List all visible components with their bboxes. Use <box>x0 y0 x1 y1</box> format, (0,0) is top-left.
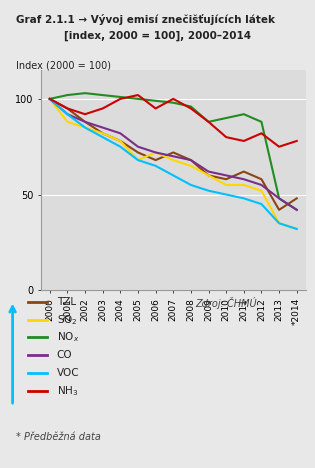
Text: [index, 2000 = 100], 2000–2014: [index, 2000 = 100], 2000–2014 <box>64 30 251 41</box>
Text: TZL: TZL <box>57 297 76 307</box>
Text: NH$_3$: NH$_3$ <box>57 384 78 398</box>
Text: Index (2000 = 100): Index (2000 = 100) <box>16 61 111 71</box>
Text: VOC: VOC <box>57 368 79 378</box>
Text: Zdroj: ČHMÚ: Zdroj: ČHMÚ <box>195 297 257 309</box>
Text: SO$_2$: SO$_2$ <box>57 313 77 327</box>
Text: NO$_x$: NO$_x$ <box>57 330 79 344</box>
Text: * Předběžná data: * Předběžná data <box>16 432 100 442</box>
Text: Graf 2.1.1 → Vývoj emisí znečišťujících látek: Graf 2.1.1 → Vývoj emisí znečišťujících … <box>16 14 275 25</box>
Text: CO: CO <box>57 350 72 360</box>
